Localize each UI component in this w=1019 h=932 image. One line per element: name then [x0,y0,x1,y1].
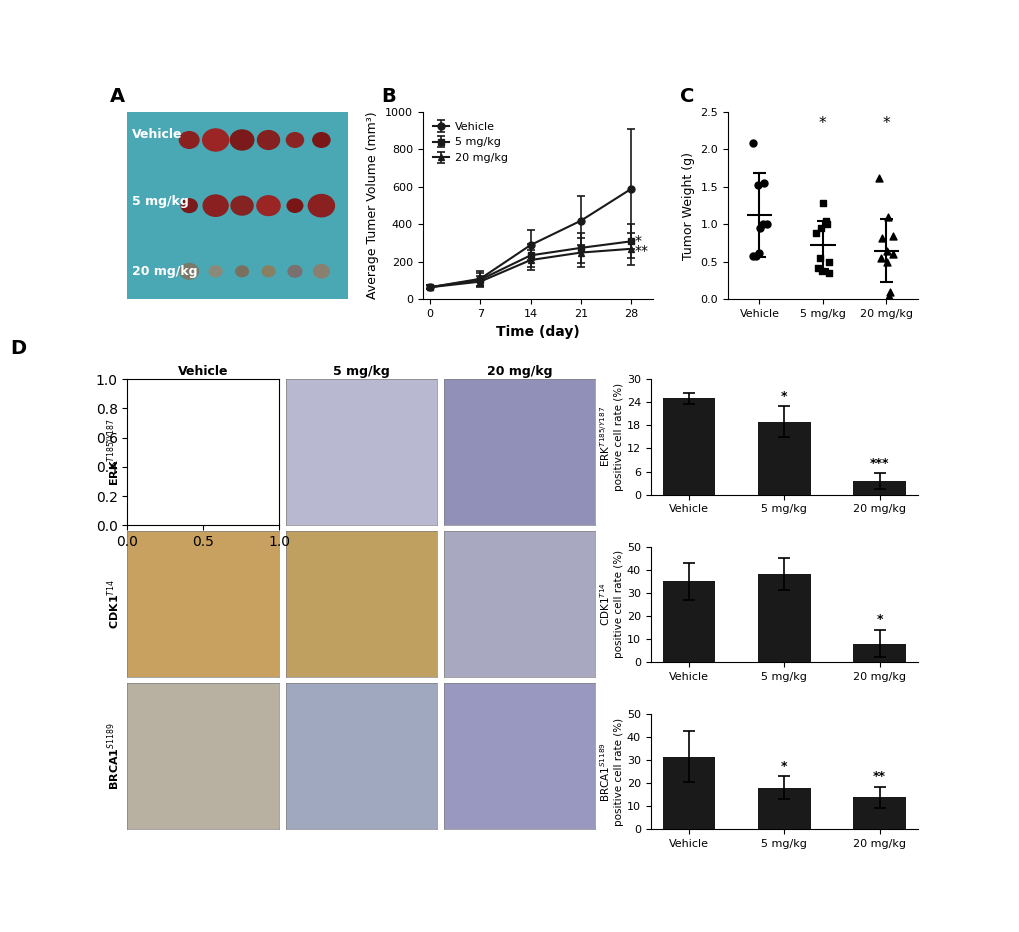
Point [820,254,837,269]
Text: *: * [881,116,890,130]
Y-axis label: CDK1$^{T14}$
positive cell rate (%): CDK1$^{T14}$ positive cell rate (%) [598,550,624,658]
Point [809,260,825,275]
Bar [853,644,905,662]
Text: ***: *** [869,457,889,470]
Bar [662,582,714,662]
Point [754,217,770,232]
Legend: Vehicle, 5 mg/kg, 20 mg/kg: Vehicle, 5 mg/kg, 20 mg/kg [428,117,512,168]
Circle shape [231,197,253,215]
Text: B: B [381,88,395,106]
Bar [757,788,810,829]
Y-axis label: CDK1$^{T14}$: CDK1$^{T14}$ [105,580,122,629]
Circle shape [287,266,302,277]
Text: A: A [110,88,125,106]
Circle shape [286,132,304,147]
Text: *: * [781,760,787,773]
Point [870,171,887,185]
Bar [853,797,905,829]
Text: *: * [634,234,641,248]
Circle shape [262,266,274,277]
Y-axis label: Average Tumer Volume (mm³): Average Tumer Volume (mm³) [366,112,379,299]
Point [758,217,774,232]
Y-axis label: BRCA1$^{S1189}$
positive cell rate (%): BRCA1$^{S1189}$ positive cell rate (%) [598,718,624,826]
Y-axis label: ERK$^{T185/Y187}$: ERK$^{T185/Y187}$ [105,418,122,487]
Point [755,175,771,190]
Point [877,254,894,269]
Point [744,136,760,151]
Point [881,284,898,299]
Point [751,221,767,236]
Title: Vehicle: Vehicle [178,365,228,378]
Y-axis label: BRCA1$^{S1189}$: BRCA1$^{S1189}$ [105,722,122,790]
Point [878,210,895,225]
Point [751,245,767,260]
X-axis label: Time (day): Time (day) [495,324,579,338]
Point [747,249,763,264]
Point [813,264,829,279]
Y-axis label: ERK$^{T185/Y187}$
positive cell rate (%): ERK$^{T185/Y187}$ positive cell rate (%) [598,383,624,491]
Text: C: C [680,88,694,106]
Circle shape [313,132,329,147]
Title: 20 mg/kg: 20 mg/kg [486,365,551,378]
Title: 5 mg/kg: 5 mg/kg [333,365,389,378]
Text: *: * [875,613,882,626]
Point [811,251,827,266]
Bar [757,574,810,662]
Circle shape [179,264,198,279]
Bar [662,757,714,829]
Circle shape [203,129,228,151]
Point [871,251,888,266]
Circle shape [235,266,249,277]
Circle shape [230,130,254,150]
Point [818,217,835,232]
Point [878,243,895,258]
Point [879,288,896,303]
Circle shape [308,195,334,217]
Circle shape [257,196,280,215]
Point [812,221,828,236]
Circle shape [179,131,199,148]
Text: Vehicle: Vehicle [131,128,182,141]
Circle shape [209,266,222,277]
Circle shape [181,199,197,212]
Point [814,196,830,211]
Point [816,213,833,228]
Circle shape [257,130,279,149]
Point [744,249,760,264]
Text: D: D [10,339,26,358]
Circle shape [203,195,228,216]
Text: 20 mg/kg: 20 mg/kg [131,265,198,278]
Circle shape [313,265,329,278]
Point [820,266,837,281]
Bar [853,481,905,495]
Text: *: * [818,116,825,130]
Point [750,178,766,193]
Text: **: ** [634,243,648,257]
Text: 5 mg/kg: 5 mg/kg [131,196,189,209]
Y-axis label: Tumor Weight (g): Tumor Weight (g) [681,152,694,260]
Bar [757,421,810,495]
Bar [662,399,714,495]
Point [883,247,900,262]
Circle shape [286,199,303,212]
Text: **: ** [872,770,886,783]
Point [884,228,901,243]
Point [807,226,823,240]
Text: *: * [781,390,787,403]
Point [873,230,890,245]
